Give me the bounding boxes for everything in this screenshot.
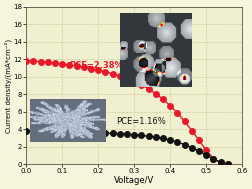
X-axis label: Voltage/V: Voltage/V: [114, 176, 154, 185]
Text: PCE=2.38%: PCE=2.38%: [69, 61, 123, 70]
Y-axis label: Current density/(mA*cm⁻²): Current density/(mA*cm⁻²): [4, 38, 12, 132]
Text: PCE=1.16%: PCE=1.16%: [116, 117, 166, 125]
